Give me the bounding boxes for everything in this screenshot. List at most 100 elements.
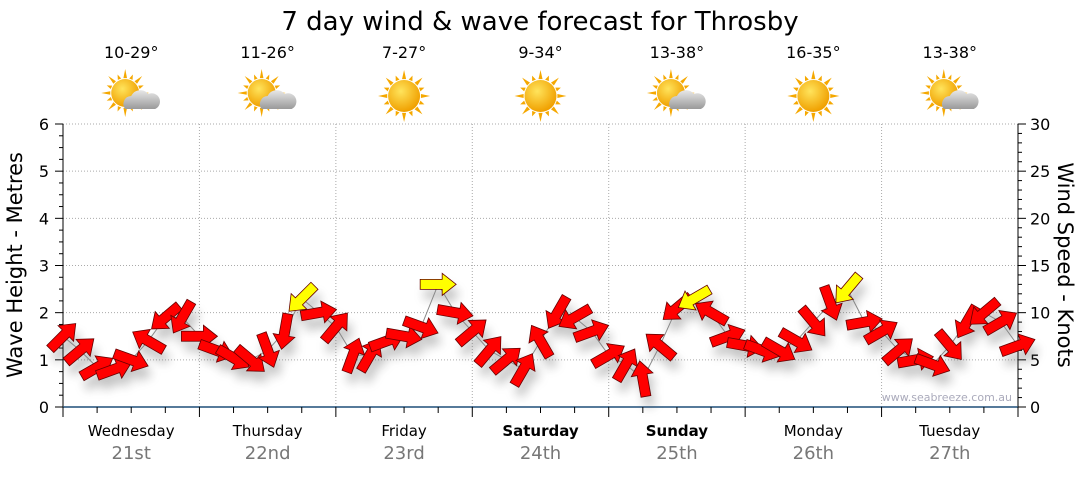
y-tick-label-left: 4 <box>39 209 49 228</box>
wind-arrow <box>151 301 183 330</box>
wind-arrow <box>835 271 864 304</box>
wind-arrow-shadow <box>293 292 323 322</box>
wind-arrow <box>454 319 487 348</box>
wind-arrow <box>694 300 730 327</box>
wind-arrow <box>132 328 167 355</box>
wind-arrow-shadow <box>324 323 352 354</box>
sunny-icon <box>514 70 567 122</box>
partly-cloudy-icon <box>101 69 160 117</box>
wind-arrow <box>46 323 77 354</box>
day-label: Thursday <box>232 422 303 440</box>
wind-arrow <box>299 300 338 324</box>
y-tick-label-right: 30 <box>1030 115 1050 134</box>
day-label: Saturday <box>502 422 579 440</box>
y-tick-label-left: 1 <box>39 351 49 370</box>
wind-arrow <box>797 304 826 337</box>
chart-title: 7 day wind & wave forecast for Throsby <box>281 7 798 37</box>
wind-arrow-shadow <box>616 358 642 393</box>
y-tick-label-right: 10 <box>1030 304 1050 323</box>
day-label: Sunday <box>646 422 709 440</box>
day-temperature: 13-38° <box>923 43 978 62</box>
day-date: 26th <box>793 443 834 464</box>
wind-arrow <box>998 333 1036 358</box>
wind-arrow <box>170 298 197 334</box>
watermark: www.seabreeze.com.au <box>882 391 1012 404</box>
day-label: Friday <box>381 422 427 440</box>
wind-arrow <box>777 327 813 354</box>
day-date: 24th <box>520 443 561 464</box>
wind-arrow <box>572 319 610 343</box>
y-tick-label-left: 6 <box>39 115 49 134</box>
wind-arrow <box>590 343 625 369</box>
wind-arrow-shadow <box>1003 343 1039 367</box>
wind-arrow <box>288 281 319 312</box>
day-label: Wednesday <box>88 422 175 440</box>
partly-cloudy-icon <box>646 69 706 117</box>
wind-arrow <box>677 284 713 311</box>
wind-arrow-shadow <box>867 330 902 355</box>
day-temperature: 7-27° <box>382 43 426 62</box>
wind-arrow <box>969 296 1002 325</box>
day-date: 21st <box>112 443 151 464</box>
wind-arrow <box>558 303 594 330</box>
wind-arrow <box>630 360 654 398</box>
day-temperature: 10-29° <box>104 43 159 62</box>
wind-arrow <box>913 353 951 377</box>
y-tick-label-left: 3 <box>39 257 49 276</box>
day-temperature: 13-38° <box>650 43 705 62</box>
day-date: 27th <box>929 443 970 464</box>
sunny-icon <box>787 70 840 122</box>
wind-arrow-shadow <box>136 339 171 365</box>
partly-cloudy-icon <box>919 69 979 117</box>
wind-arrow <box>528 324 555 360</box>
partly-cloudy-icon <box>237 69 297 117</box>
wind-arrow-shadow <box>577 329 613 353</box>
wind-arrow <box>233 343 265 372</box>
wind-arrow <box>419 272 457 297</box>
y-tick-label-right: 20 <box>1030 209 1050 228</box>
wind-arrow <box>272 312 296 350</box>
wind-arrow <box>881 338 913 367</box>
day-date: 23rd <box>383 443 424 464</box>
wind-arrow <box>401 315 439 340</box>
wind-arrow <box>436 301 474 325</box>
wind-arrow <box>112 348 149 373</box>
wind-arrow <box>62 338 95 367</box>
day-date: 25th <box>656 443 697 464</box>
day-label: Monday <box>784 422 843 440</box>
wind-arrow-shadow <box>514 363 539 398</box>
wind-arrow <box>611 348 638 384</box>
y-axis-left-label: Wave Height - Metres <box>3 152 27 378</box>
wind-arrow <box>819 284 843 321</box>
wind-arrow <box>862 319 898 346</box>
day-date: 22nd <box>245 443 291 464</box>
wind-arrow <box>982 310 1018 336</box>
wind-arrow-shadow <box>974 307 1005 335</box>
wind-arrow-shadow <box>839 282 867 313</box>
wind-arrow <box>845 309 883 334</box>
wind-arrow <box>760 336 796 363</box>
y-axis-right-label: Wind Speed - Knots <box>1053 162 1077 367</box>
wind-arrow <box>473 336 502 368</box>
wind-arrow-shadow <box>563 314 597 339</box>
y-tick-label-right: 0 <box>1030 398 1040 417</box>
wind-arrow <box>645 333 678 362</box>
wind-arrow <box>933 328 962 360</box>
wind-arrow <box>509 353 536 388</box>
wind-arrow <box>341 337 366 375</box>
y-tick-label-left: 5 <box>39 162 49 181</box>
wind-arrow-shadow <box>99 367 136 391</box>
day-temperature: 16-35° <box>786 43 841 62</box>
day-label: Tuesday <box>918 422 980 440</box>
day-temperature: 11-26° <box>240 43 295 62</box>
wind-arrow-shadow <box>594 353 629 379</box>
day-temperature: 9-34° <box>518 43 562 62</box>
y-tick-label-right: 15 <box>1030 257 1050 276</box>
wind-arrow-shadow <box>986 320 1021 346</box>
wind-arrow <box>488 347 521 376</box>
sunny-icon <box>378 70 431 122</box>
wind-arrow <box>256 331 280 368</box>
y-tick-label-left: 2 <box>39 304 49 323</box>
wind-arrow-shadow <box>477 346 505 378</box>
